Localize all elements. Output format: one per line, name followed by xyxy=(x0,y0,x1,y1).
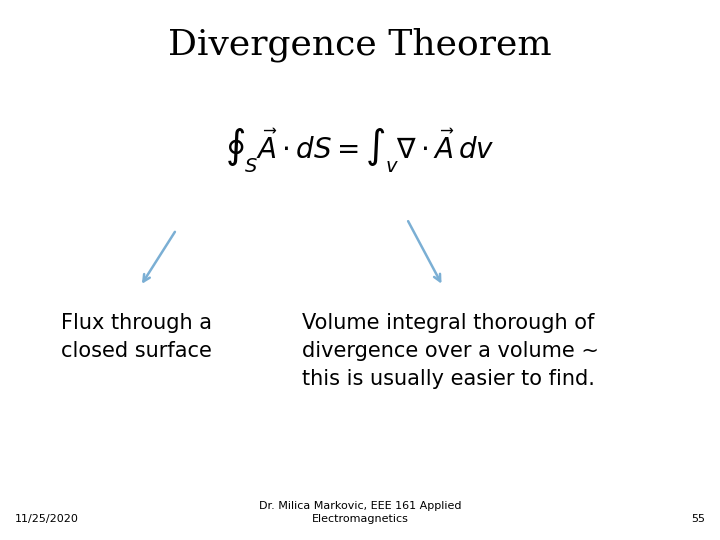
Text: Flux through a
closed surface: Flux through a closed surface xyxy=(61,313,212,361)
Text: 11/25/2020: 11/25/2020 xyxy=(14,514,78,524)
Text: $\oint_S \vec{A} \cdot dS = \int_v \nabla \cdot \vec{A} \, dv$: $\oint_S \vec{A} \cdot dS = \int_v \nabl… xyxy=(225,127,495,176)
Text: Volume integral thorough of
divergence over a volume ~
this is usually easier to: Volume integral thorough of divergence o… xyxy=(302,313,599,389)
Text: Divergence Theorem: Divergence Theorem xyxy=(168,27,552,62)
Text: Dr. Milica Markovic, EEE 161 Applied
Electromagnetics: Dr. Milica Markovic, EEE 161 Applied Ele… xyxy=(258,502,462,524)
Text: 55: 55 xyxy=(692,514,706,524)
